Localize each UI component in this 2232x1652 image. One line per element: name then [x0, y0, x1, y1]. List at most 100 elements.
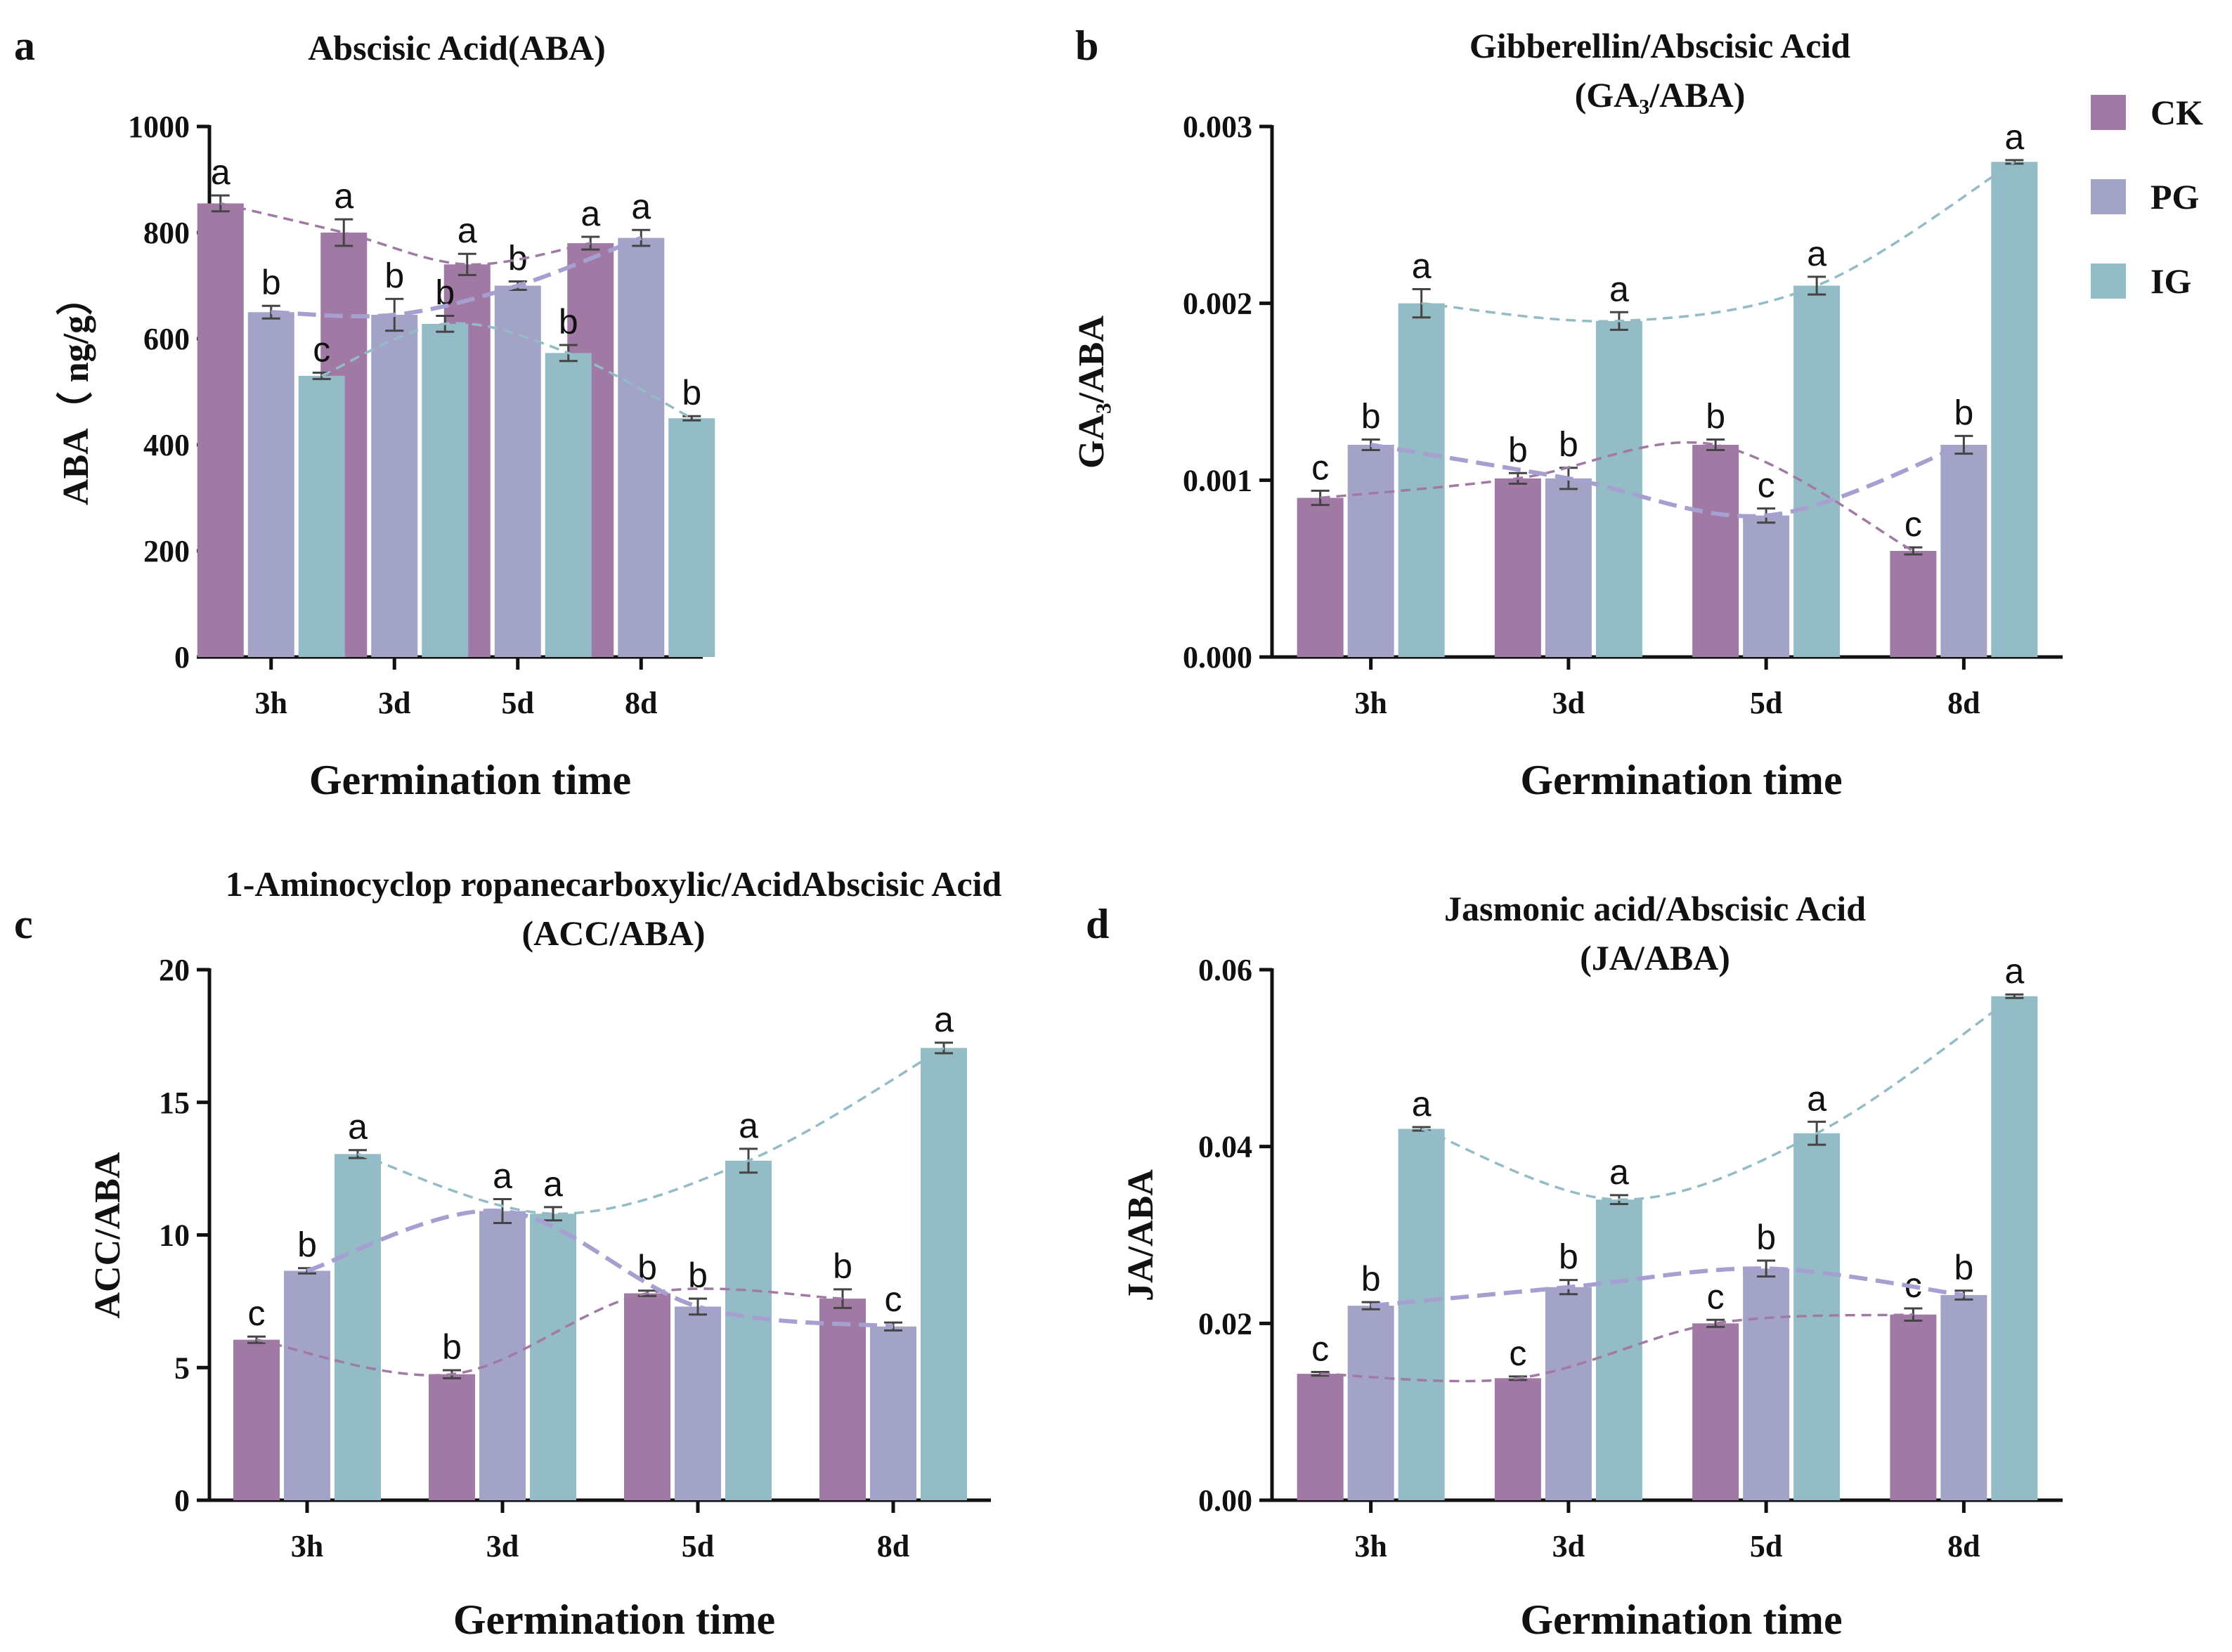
trend-line-ig	[357, 1046, 945, 1216]
significance-letter: c	[885, 1280, 902, 1319]
bar-ig	[530, 1214, 576, 1500]
significance-letter: b	[384, 256, 404, 295]
significance-letter: a	[334, 176, 353, 216]
bar-pg	[870, 1326, 916, 1500]
bar-pg	[479, 1211, 526, 1500]
bar-ig	[335, 1154, 381, 1500]
significance-letter: c	[1311, 448, 1329, 487]
bar-ig	[921, 1048, 967, 1500]
y-tick-label: 0.06	[1198, 953, 1252, 987]
y-tick-label: 20	[159, 953, 190, 987]
x-tick-label: 5d	[502, 686, 534, 720]
y-tick-label: 1000	[128, 110, 190, 144]
bar-ck	[197, 203, 244, 658]
bar-pg	[618, 238, 665, 657]
x-tick-label: 5d	[1750, 1529, 1782, 1563]
trend-line-pg	[1370, 1266, 1964, 1308]
significance-letter: b	[1361, 1259, 1381, 1299]
chart-title: Abscisic Acid(ABA)	[308, 28, 606, 67]
x-tick-label: 5d	[1750, 686, 1782, 720]
significance-letter: c	[313, 330, 330, 369]
x-tick-label: 3d	[378, 686, 410, 720]
significance-letter: b	[1508, 430, 1528, 469]
significance-letter: a	[1807, 234, 1827, 273]
panel-letter: c	[14, 901, 33, 947]
y-tick-label: 15	[159, 1086, 190, 1120]
panel-letter: b	[1075, 22, 1098, 69]
significance-letter: a	[1412, 247, 1432, 286]
significance-letter: b	[833, 1247, 852, 1286]
bar-ck	[233, 1339, 280, 1500]
significance-letter: a	[631, 187, 651, 226]
y-axis-label: JA/ABA	[1121, 1169, 1161, 1301]
bar-ck	[1890, 1314, 1937, 1500]
trend-line-ig	[1421, 160, 2016, 323]
significance-letter: a	[934, 1000, 954, 1039]
significance-letter: c	[1707, 1277, 1725, 1316]
bar-pg	[1743, 515, 1790, 657]
significance-letter: a	[543, 1164, 563, 1204]
significance-letter: c	[1311, 1329, 1329, 1369]
significance-letter: b	[297, 1225, 317, 1265]
bar-pg	[1347, 445, 1394, 657]
y-axis-label: GA₃/ABA	[1072, 316, 1112, 469]
bar-ig	[422, 323, 469, 657]
x-tick-label: 3h	[291, 1529, 323, 1563]
significance-letter: a	[1412, 1084, 1432, 1124]
x-tick-label: 3h	[1354, 1529, 1387, 1563]
x-tick-label: 3d	[1552, 1529, 1585, 1563]
chart-title: 1-Aminocyclop ropanecarboxylic/AcidAbsci…	[226, 864, 1002, 904]
y-tick-label: 800	[143, 216, 190, 250]
y-tick-label: 0	[174, 1483, 190, 1518]
significance-letter: b	[442, 1327, 462, 1367]
error-bar	[689, 1297, 707, 1316]
bar-ig	[1991, 996, 2038, 1500]
bar-pg	[675, 1306, 721, 1500]
significance-letter: a	[493, 1157, 512, 1196]
legend-swatch-ig	[2091, 264, 2126, 299]
bar-ck	[819, 1299, 866, 1500]
y-tick-label: 5	[174, 1351, 190, 1385]
significance-letter: b	[1954, 393, 1973, 432]
significance-letter: a	[2004, 951, 2024, 991]
significance-letter: b	[1361, 396, 1381, 436]
legend-label: CK	[2150, 93, 2203, 132]
bar-ig	[298, 375, 345, 657]
bar-ig	[668, 418, 715, 657]
error-bar	[335, 218, 353, 247]
y-tick-label: 200	[143, 534, 190, 568]
chart-title: (ACC/ABA)	[521, 913, 705, 953]
bar-ck	[1890, 551, 1937, 657]
x-tick-label: 8d	[625, 686, 657, 720]
trend-line-ck	[220, 202, 591, 266]
significance-letter: a	[580, 194, 600, 233]
error-bar	[493, 1198, 512, 1225]
bar-pg	[494, 285, 541, 657]
bar-ig	[1991, 162, 2038, 658]
significance-letter: b	[559, 302, 578, 342]
x-axis-label: Germination time	[1520, 1596, 1842, 1643]
legend-swatch-ck	[2091, 95, 2126, 130]
trend-line-ck	[1320, 1313, 1914, 1383]
x-tick-label: 8d	[1947, 686, 1980, 720]
significance-letter: b	[1954, 1248, 1973, 1287]
trend-line-ig	[321, 322, 693, 419]
significance-letter: a	[1609, 269, 1629, 308]
y-tick-label: 600	[143, 322, 190, 356]
trend-line-pg	[306, 1208, 894, 1329]
x-tick-label: 8d	[1947, 1529, 1980, 1563]
y-tick-label: 0.04	[1198, 1130, 1252, 1164]
significance-letter: a	[348, 1107, 368, 1147]
bar-pg	[1940, 1295, 1987, 1500]
bar-ig	[545, 353, 592, 657]
significance-letter: a	[1807, 1079, 1827, 1118]
significance-letter: a	[1609, 1152, 1629, 1192]
error-bar	[1954, 434, 1973, 455]
bar-ck	[1297, 497, 1344, 657]
error-bar	[1706, 438, 1725, 452]
x-axis-label: Germination time	[453, 1596, 775, 1643]
bar-pg	[247, 312, 294, 657]
significance-letter: b	[1559, 425, 1578, 464]
panel-letter: a	[14, 22, 35, 69]
trend-line-ck	[256, 1287, 843, 1377]
